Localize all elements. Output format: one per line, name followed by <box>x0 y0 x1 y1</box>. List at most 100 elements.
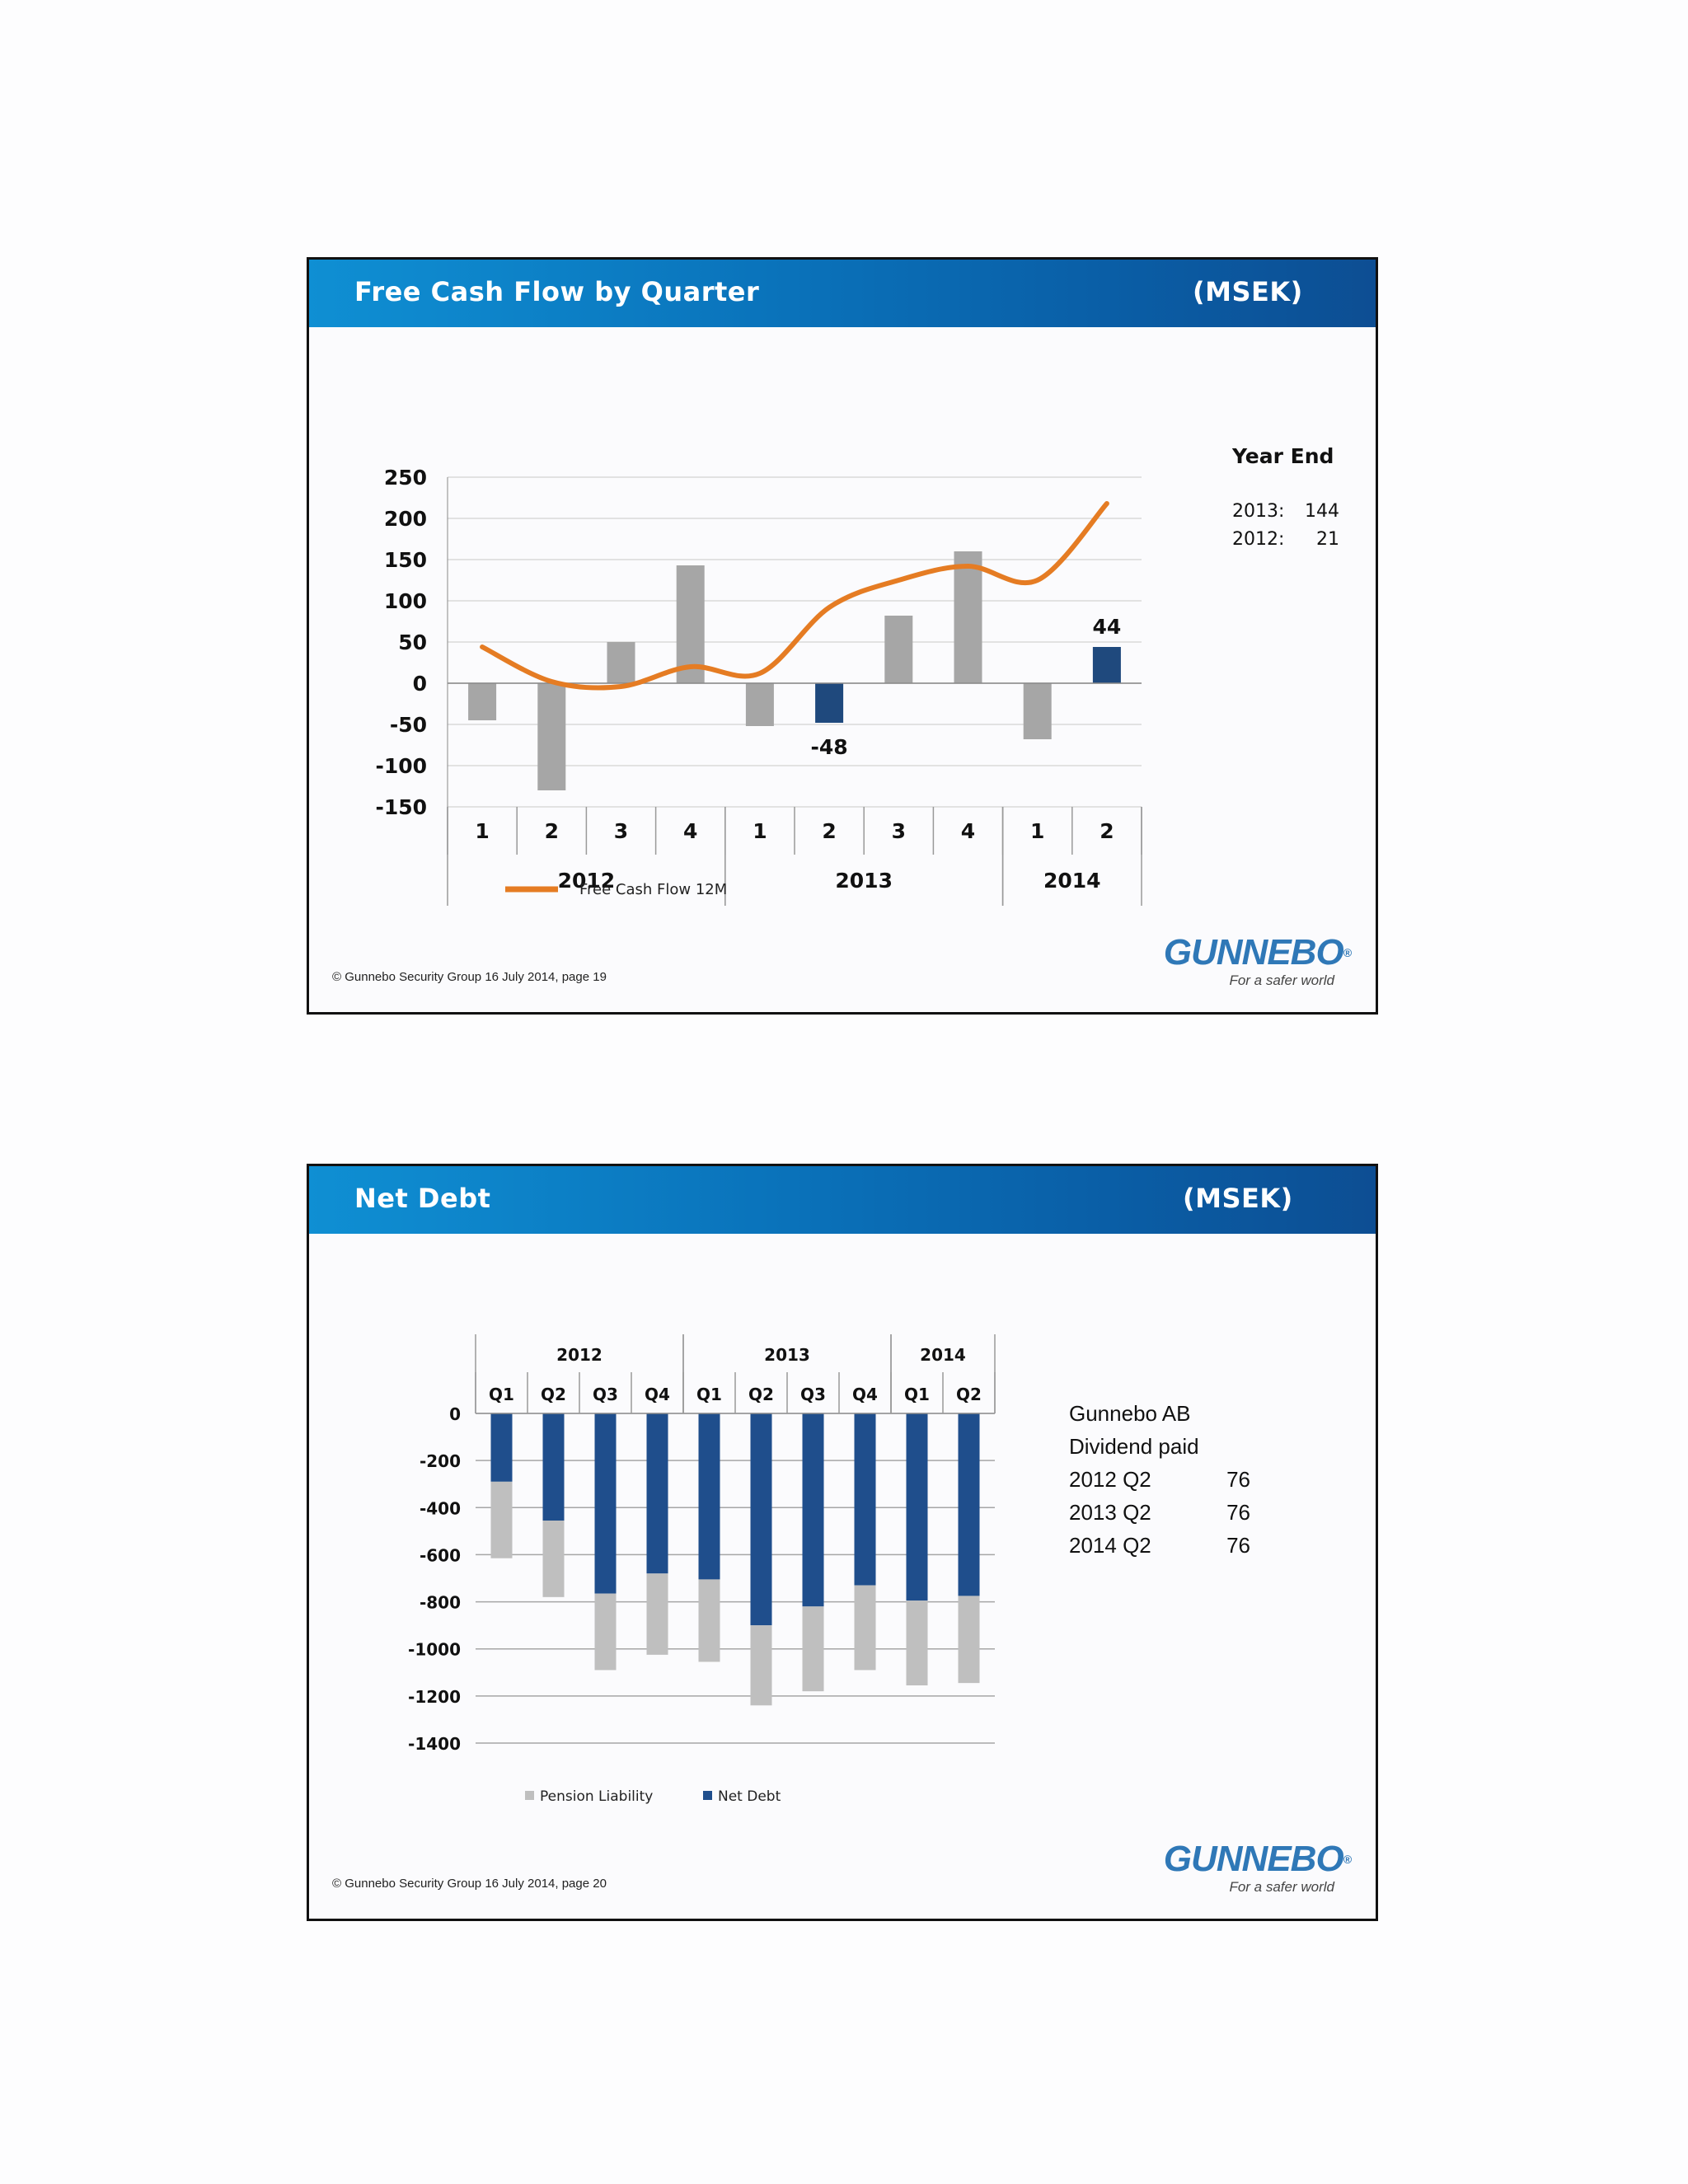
year-end-row: 2012: 21 <box>1232 526 1339 554</box>
slide-header: Free Cash Flow by Quarter (MSEK) <box>309 260 1376 327</box>
series-line <box>480 501 1109 691</box>
bar <box>745 683 774 726</box>
bar <box>490 1481 513 1558</box>
x-tick-label: 4 <box>683 819 697 843</box>
slide-header: Net Debt (MSEK) <box>309 1166 1376 1234</box>
bar <box>906 1413 928 1601</box>
bar <box>1092 647 1121 683</box>
x-tick-label: Q2 <box>748 1385 774 1404</box>
gunnebo-logo: GUNNEBO® For a safer world <box>1161 935 1352 992</box>
bar <box>676 565 705 683</box>
bar <box>698 1413 720 1580</box>
dividend-panel-subtitle: Dividend paid <box>1069 1434 1199 1459</box>
x-tick-label: Q3 <box>593 1385 618 1404</box>
bar <box>594 1593 617 1671</box>
y-tick-label: 50 <box>398 630 427 654</box>
y-tick-label: -150 <box>375 795 427 819</box>
bar <box>854 1585 876 1671</box>
dividend-label: 2014 Q2 <box>1069 1533 1151 1558</box>
bar <box>646 1573 668 1655</box>
y-tick-label: -1000 <box>408 1640 461 1660</box>
y-tick-label: 200 <box>384 507 427 531</box>
dividend-value: 76 <box>1226 1467 1250 1492</box>
bar <box>802 1606 824 1692</box>
bar <box>537 683 566 790</box>
x-tick-label: 2 <box>822 819 836 843</box>
logo-tagline: For a safer world <box>1229 972 1334 988</box>
y-tick-label: -100 <box>375 754 427 778</box>
free-cash-flow-chart: 250 200 150 100 50 0 -50 -100 -150 -48 44 1 2 3 4 1 2 3 4 1… <box>375 466 1142 906</box>
y-tick-label: -800 <box>420 1593 461 1613</box>
x-tick-label: 2 <box>1100 819 1114 843</box>
legend-label: Free Cash Flow 12M <box>579 881 727 898</box>
year-end-value: 21 <box>1316 529 1339 550</box>
bar <box>958 1413 980 1596</box>
x-tick-label: 3 <box>892 819 906 843</box>
x-tick-label: 1 <box>475 819 489 843</box>
legend-label: Net Debt <box>718 1788 781 1805</box>
x-tick-label: 1 <box>1030 819 1044 843</box>
bar <box>815 683 844 723</box>
x-tick-label: Q1 <box>696 1385 722 1404</box>
legend-swatch <box>525 1791 534 1800</box>
x-tick-label: 2 <box>545 819 559 843</box>
slide-title: Free Cash Flow by Quarter <box>354 276 760 307</box>
bar <box>958 1596 980 1684</box>
y-tick-label: -600 <box>420 1545 461 1565</box>
y-tick-label: 0 <box>449 1404 461 1424</box>
dividend-row: 2012 Q2 76 <box>1069 1463 1250 1496</box>
legend-swatch <box>703 1791 712 1800</box>
x-group-label: 2013 <box>835 869 893 893</box>
data-label: -48 <box>811 735 848 759</box>
year-end-row: 2013: 144 <box>1232 498 1339 526</box>
y-tick-label: 0 <box>413 672 427 696</box>
dividend-row: 2014 Q2 76 <box>1069 1529 1250 1562</box>
y-tick-label: -50 <box>390 713 427 737</box>
x-tick-label: Q2 <box>956 1385 982 1404</box>
bar <box>750 1625 772 1706</box>
bar <box>646 1413 668 1574</box>
y-tick-label: 100 <box>384 589 427 613</box>
y-tick-label: -1200 <box>408 1687 461 1707</box>
x-group-label: 2014 <box>1043 869 1101 893</box>
bar <box>906 1601 928 1685</box>
year-end-label: 2012: <box>1232 529 1285 550</box>
bar <box>607 642 635 683</box>
x-tick-label: 1 <box>753 819 767 843</box>
slide-free-cash-flow: Free Cash Flow by Quarter (MSEK) 250 200 1… <box>307 257 1378 1015</box>
year-end-panel: Year End 2013: 144 2012: 21 <box>1232 444 1339 554</box>
x-group-label: 2012 <box>558 869 616 893</box>
y-tick-label: 250 <box>384 466 427 490</box>
slide-footer: © Gunnebo Security Group 16 July 2014, p… <box>332 1877 607 1891</box>
legend-label: Pension Liability <box>540 1788 653 1805</box>
dividend-value: 76 <box>1226 1533 1250 1558</box>
bar <box>490 1413 513 1482</box>
y-tick-label: -200 <box>420 1451 461 1471</box>
dividend-value: 76 <box>1226 1500 1250 1525</box>
year-end-value: 144 <box>1305 501 1339 522</box>
bar <box>594 1413 617 1594</box>
y-tick-label: -400 <box>420 1498 461 1518</box>
x-tick-label: Q3 <box>800 1385 826 1404</box>
slide-unit: (MSEK) <box>1183 1183 1293 1214</box>
slide-title: Net Debt <box>354 1183 491 1214</box>
bar <box>542 1521 565 1597</box>
slide-unit: (MSEK) <box>1193 276 1303 307</box>
x-group-label: 2014 <box>920 1345 966 1365</box>
dividend-label: 2013 Q2 <box>1069 1500 1151 1525</box>
slide-net-debt: Net Debt (MSEK) 0 -200 -400 -600 -800 -1000 -1… <box>307 1164 1378 1921</box>
x-tick-label: Q1 <box>489 1385 514 1404</box>
x-tick-label: Q4 <box>645 1385 670 1404</box>
x-tick-label: 4 <box>961 819 975 843</box>
bar <box>542 1413 565 1521</box>
x-group-label: 2013 <box>764 1345 810 1365</box>
dividend-row: 2013 Q2 76 <box>1069 1496 1250 1529</box>
bar <box>954 551 982 683</box>
y-tick-label: -1400 <box>408 1734 461 1754</box>
year-end-title: Year End <box>1232 444 1334 468</box>
bar <box>884 616 913 683</box>
x-tick-label: Q4 <box>852 1385 878 1404</box>
dividend-label: 2012 Q2 <box>1069 1467 1151 1492</box>
year-end-label: 2013: <box>1232 501 1285 522</box>
bar <box>468 683 497 720</box>
